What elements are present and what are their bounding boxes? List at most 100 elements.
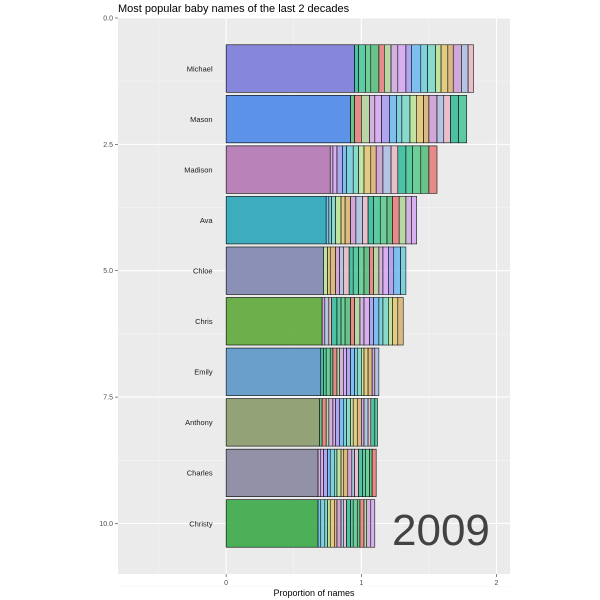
bar-segment	[375, 145, 384, 194]
y-tick-label: 2.5	[103, 142, 113, 149]
bar-segment	[356, 347, 362, 396]
bar-segment	[416, 95, 424, 144]
bar-segment	[336, 448, 342, 497]
bar-segment	[390, 145, 399, 194]
bar-segment	[343, 347, 347, 396]
bar-segment	[450, 95, 459, 144]
bar-segment	[329, 246, 336, 295]
bar-group-christy	[225, 499, 376, 548]
bar-segment	[420, 145, 430, 194]
chart-title: Most popular baby names of the last 2 de…	[118, 3, 350, 15]
bar-segment	[323, 448, 328, 497]
year-overlay-label: 2009	[392, 506, 490, 555]
bar-segment	[401, 95, 411, 144]
bar-segment	[366, 499, 372, 548]
bar-segment	[447, 44, 454, 93]
bar-segment	[355, 196, 363, 245]
bar-segment	[350, 196, 357, 245]
bar-label-ava: Ava	[200, 216, 214, 225]
bar-segment	[374, 398, 378, 447]
bar-segment	[371, 347, 376, 396]
bars	[225, 44, 474, 548]
bar-chloe	[225, 246, 324, 295]
bar-segment	[332, 145, 338, 194]
bar-segment	[392, 297, 399, 346]
bar-segment	[324, 297, 330, 346]
bar-segment	[335, 246, 340, 295]
bar-segment	[350, 347, 355, 396]
bar-group-emily	[225, 347, 380, 396]
bar-segment	[428, 95, 438, 144]
bar-segment	[319, 398, 323, 447]
bar-segment	[335, 196, 342, 245]
bar-segment	[411, 44, 422, 93]
bar-segment	[458, 95, 468, 144]
bar-segment	[382, 297, 389, 346]
bar-segment	[327, 448, 331, 497]
bar-segment	[378, 44, 385, 93]
bar-segment	[321, 398, 327, 447]
bar-segment	[379, 196, 388, 245]
bar-segment	[336, 499, 342, 548]
bar-segment	[327, 499, 331, 548]
bar-segment	[350, 297, 355, 346]
bar-segment	[329, 145, 334, 194]
x-tick-label: 2	[495, 580, 499, 587]
bar-group-michael	[225, 44, 474, 93]
bar-anthony	[225, 398, 320, 447]
y-tick-label: 0.0	[103, 16, 113, 23]
bar-label-christy: Christy	[189, 519, 213, 528]
x-tick-label: 0	[224, 580, 228, 587]
bar-segment	[370, 145, 377, 194]
bar-group-chloe	[225, 246, 407, 295]
bar-segment	[381, 95, 390, 144]
bar-segment	[393, 246, 401, 295]
bar-segment	[443, 95, 451, 144]
bar-segment	[440, 44, 449, 93]
bar-label-emily: Emily	[194, 368, 213, 377]
bar-segment	[409, 95, 418, 144]
bar-segment	[327, 246, 331, 295]
bar-segment	[370, 44, 380, 93]
bar-segment	[320, 347, 324, 396]
bar-segment	[363, 297, 370, 346]
bar-group-mason	[225, 95, 468, 144]
bar-segment	[354, 44, 359, 93]
bar-segment	[369, 246, 374, 295]
bar-segment	[367, 398, 372, 447]
bar-segment	[344, 196, 351, 245]
bar-michael	[225, 44, 355, 93]
bar-segment	[397, 297, 404, 346]
bar-segment	[405, 44, 412, 93]
bar-segment	[339, 398, 345, 447]
bar-segment	[320, 448, 324, 497]
bar-segment	[328, 297, 332, 346]
bar-segment	[346, 347, 351, 396]
bar-segment	[358, 448, 363, 497]
bar-segment	[374, 347, 380, 396]
bar-segment	[339, 246, 345, 295]
bar-segment	[346, 145, 354, 194]
bar-chris	[225, 297, 323, 346]
bar-segment	[340, 297, 346, 346]
bar-segment	[436, 95, 445, 144]
bar-group-chris	[225, 297, 404, 346]
bar-segment	[363, 145, 372, 194]
bar-segment	[354, 448, 359, 497]
bar-segment	[356, 398, 362, 447]
bar-segment	[386, 196, 393, 245]
bar-segment	[320, 499, 326, 548]
bar-segment	[392, 196, 400, 245]
bar-segment	[328, 398, 334, 447]
bar-segment	[352, 398, 358, 447]
bar-segment	[336, 347, 340, 396]
y-tick-label: 5.0	[103, 268, 113, 275]
bar-segment	[365, 44, 372, 93]
bar-ava	[225, 196, 327, 245]
bar-segment	[350, 398, 354, 447]
bar-segment	[362, 448, 366, 497]
bar-segment	[352, 499, 358, 548]
bar-emily	[225, 347, 322, 396]
bar-segment	[397, 44, 407, 93]
